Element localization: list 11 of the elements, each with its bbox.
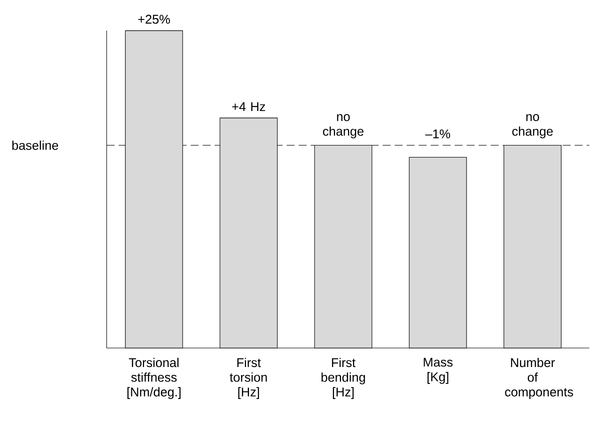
annotation: –1% — [425, 129, 450, 138]
annotation: no change — [512, 114, 553, 138]
x-tick-label: Torsional stiffness [Nm/deg.] — [127, 358, 181, 399]
annotation: +4 Hz — [232, 102, 266, 112]
annotation: +25% — [138, 14, 170, 24]
x-tick-label: First bending [Hz] — [322, 358, 365, 399]
ref-line-label: baseline — [12, 140, 58, 150]
x-tick-label: Number of components — [505, 358, 574, 399]
x-tick-label: First torsion [Hz] — [230, 358, 267, 399]
x-tick-label: Mass [Kg] — [424, 358, 453, 384]
annotation: no change — [323, 114, 364, 138]
